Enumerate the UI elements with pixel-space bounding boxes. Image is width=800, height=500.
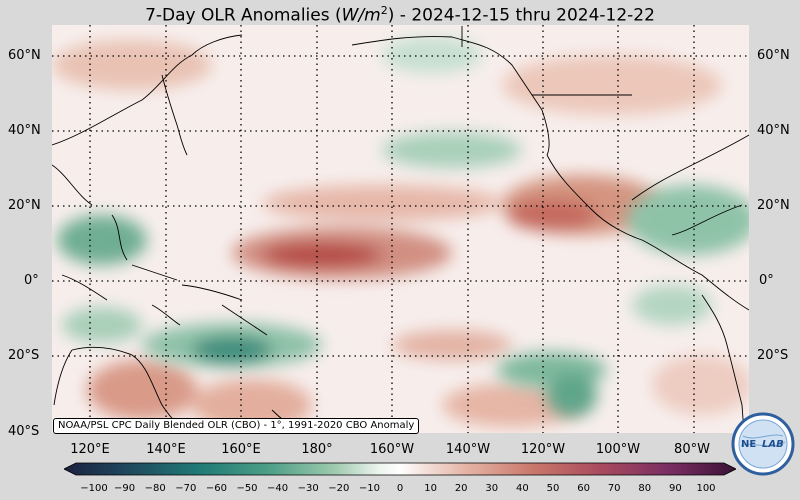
map-title: 7-Day OLR Anomalies (W/m2) - 2024-12-15 … <box>0 0 800 27</box>
colorbar-tick-label: −100 <box>80 483 108 494</box>
colorbar-tick-label: −30 <box>297 483 319 494</box>
colorbar-ramp <box>64 462 736 476</box>
lat-label-left: 0° <box>24 273 39 288</box>
lon-label: 80°W <box>674 442 710 457</box>
colorbar-tick-label: −10 <box>358 483 380 494</box>
lon-label: 140°W <box>445 442 491 457</box>
lat-label-right: 20°S <box>757 348 789 363</box>
lat-label-left: 20°N <box>8 198 41 213</box>
negative-anomaly-areas <box>57 37 749 417</box>
colorbar-tick-label: 70 <box>607 483 621 494</box>
colorbar <box>64 462 736 476</box>
nexlab-logo: NE LAB <box>731 412 795 476</box>
colorbar-tick-label: −70 <box>175 483 197 494</box>
lat-label-right: 40°N <box>757 123 790 138</box>
svg-text:NE: NE <box>741 439 756 450</box>
colorbar-tick-label: −90 <box>114 483 136 494</box>
colorbar-tick-label: 60 <box>577 483 590 494</box>
lat-label-right: 20°N <box>757 198 790 213</box>
lon-label: 140°E <box>146 442 186 457</box>
lat-label-right: 0° <box>759 273 774 288</box>
lat-label-left: 40°S <box>8 424 40 439</box>
colorbar-tick-label: −60 <box>205 483 227 494</box>
title-suffix: ) - 2024-12-15 thru 2024-12-22 <box>387 5 655 26</box>
colorbar-tick-label: 10 <box>424 483 437 494</box>
positive-anomaly-areas <box>52 40 749 431</box>
colorbar-tick-label: −50 <box>236 483 258 494</box>
colorbar-tick-label: 20 <box>454 483 468 494</box>
graticule <box>52 25 749 433</box>
lon-label: 160°W <box>369 442 415 457</box>
lat-label-left: 40°N <box>8 123 41 138</box>
colorbar-tick-label: 0 <box>396 483 404 494</box>
lon-label: 160°E <box>221 442 261 457</box>
colorbar-tick-label: −80 <box>144 483 166 494</box>
colorbar-tick-label: 30 <box>485 483 499 494</box>
svg-text:LAB: LAB <box>762 439 784 450</box>
lon-label: 100°W <box>595 442 641 457</box>
anomaly-field <box>52 25 749 433</box>
title-unit: W/m <box>341 5 381 26</box>
colorbar-tick-label: −20 <box>328 483 350 494</box>
colorbar-tick-label: 40 <box>516 483 529 494</box>
anomaly-map <box>52 25 749 433</box>
colorbar-tick-label: −40 <box>267 483 289 494</box>
lon-label: 120°W <box>520 442 566 457</box>
colorbar-tick-label: 90 <box>669 483 682 494</box>
lat-label-right: 60°N <box>757 48 790 63</box>
lat-label-left: 20°S <box>8 348 40 363</box>
colorbar-tick-label: 80 <box>638 483 652 494</box>
colorbar-tick-label: 50 <box>546 483 560 494</box>
lat-label-left: 60°N <box>8 48 41 63</box>
lon-label: 180° <box>301 442 333 457</box>
title-unit-exponent: 2 <box>380 4 388 17</box>
lon-label: 120°E <box>70 442 110 457</box>
data-source-credit: NOAA/PSL CPC Daily Blended OLR (CBO) - 1… <box>53 418 420 434</box>
title-prefix: 7-Day OLR Anomalies ( <box>145 5 342 26</box>
colorbar-tick-label: 100 <box>696 483 716 494</box>
